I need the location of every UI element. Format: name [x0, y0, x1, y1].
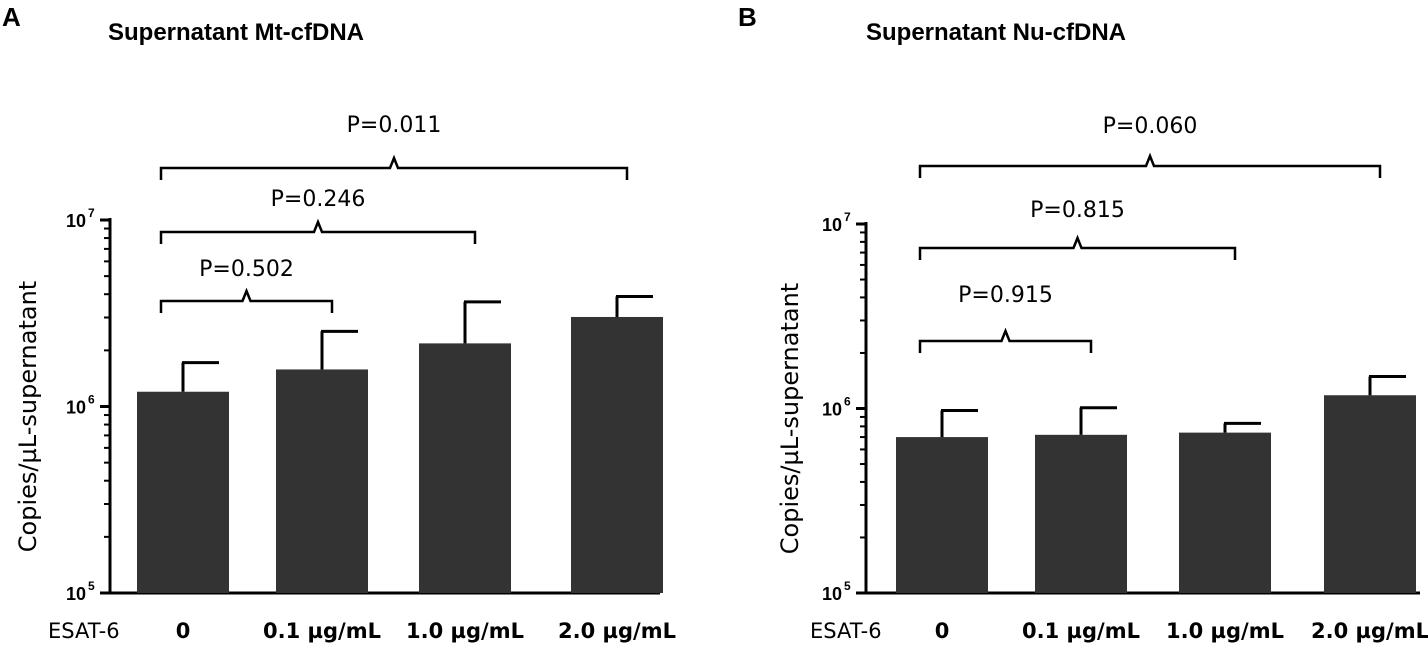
y-axis-label: Copies/µL-supernatant — [776, 283, 804, 554]
bar — [1179, 432, 1271, 593]
bar — [571, 316, 663, 593]
x-tick-label: 0.1 µg/mL — [263, 619, 381, 643]
comparison-bracket — [918, 152, 1382, 178]
x-tick-label: 0.1 µg/mL — [1022, 619, 1140, 643]
x-tick-label: 1.0 µg/mL — [1166, 619, 1284, 643]
p-value-label: P=0.060 — [1103, 114, 1198, 139]
p-value-label: P=0.246 — [271, 187, 366, 212]
x-axis-label: ESAT-6 — [48, 619, 120, 643]
comparison-bracket — [159, 154, 629, 180]
y-tick-exponent: 5 — [844, 579, 851, 593]
bar — [137, 391, 229, 593]
y-tick-exponent: 7 — [88, 206, 95, 220]
bar — [419, 343, 511, 593]
y-tick-label: 10 — [822, 215, 842, 235]
comparison-bracket — [918, 327, 1093, 353]
y-axis-label: Copies/µL-supernatant — [14, 281, 42, 552]
x-axis-label: ESAT-6 — [810, 619, 882, 643]
p-value-label: P=0.915 — [958, 283, 1053, 308]
y-tick-label: 10 — [66, 584, 86, 604]
panel-a: A Supernatant Mt-cfDNA Copies/µL-supernata… — [2, 2, 676, 643]
x-tick-label: 1.0 µg/mL — [406, 619, 524, 643]
chart-title: Supernatant Mt-cfDNA — [108, 19, 364, 46]
y-tick-exponent: 6 — [844, 395, 851, 409]
x-tick-label: 0 — [176, 619, 191, 643]
x-tick-label: 2.0 µg/mL — [558, 619, 676, 643]
y-tick-exponent: 5 — [88, 579, 95, 593]
panel-b: B Supernatant Nu-cfDNA Copies/µL-supernata… — [738, 2, 1428, 643]
comparison-bracket — [918, 234, 1237, 260]
panel-letter: B — [738, 2, 757, 32]
y-tick-label: 10 — [66, 211, 86, 231]
bar — [276, 369, 368, 593]
p-value-label: P=0.815 — [1030, 198, 1125, 223]
y-tick-exponent: 6 — [88, 393, 95, 407]
bar — [1035, 434, 1127, 593]
bar — [896, 437, 988, 593]
chart-title: Supernatant Nu-cfDNA — [866, 19, 1126, 46]
y-tick-label: 10 — [66, 398, 86, 418]
x-tick-label: 2.0 µg/mL — [1311, 619, 1428, 643]
x-tick-label: 0 — [935, 619, 950, 643]
bar — [1324, 395, 1416, 593]
y-tick-exponent: 7 — [844, 210, 851, 224]
comparison-bracket — [159, 218, 477, 244]
p-value-label: P=0.011 — [347, 113, 442, 138]
p-value-label: P=0.502 — [199, 257, 294, 282]
y-tick-label: 10 — [822, 400, 842, 420]
comparison-bracket — [159, 287, 334, 313]
panel-letter: A — [2, 2, 21, 32]
y-tick-label: 10 — [822, 584, 842, 604]
